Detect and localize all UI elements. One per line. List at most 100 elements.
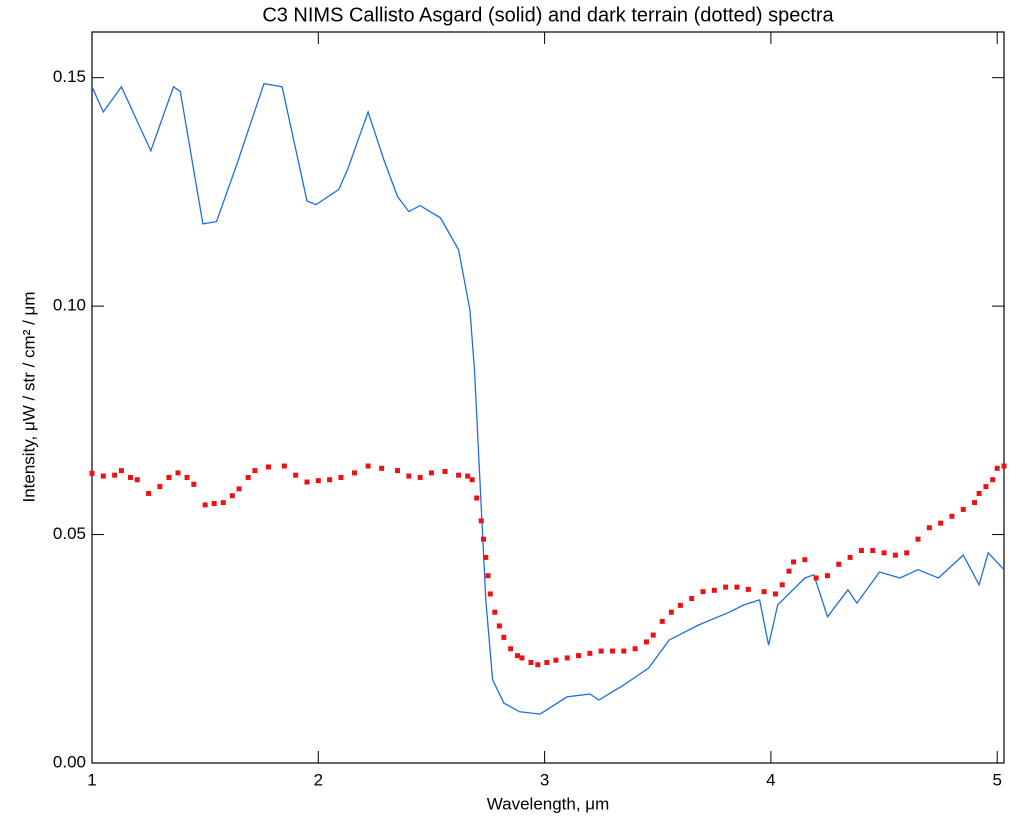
data-point xyxy=(465,473,471,479)
plot-frame xyxy=(91,31,1005,764)
x-axis-label: Wavelength, μm xyxy=(487,794,610,813)
data-point xyxy=(791,559,797,565)
data-point xyxy=(395,468,401,474)
data-point xyxy=(711,587,717,593)
data-point xyxy=(118,468,124,474)
data-point xyxy=(478,518,484,524)
data-point xyxy=(266,464,272,470)
data-point xyxy=(576,653,582,659)
data-point xyxy=(252,468,258,474)
data-point xyxy=(938,520,944,526)
data-point xyxy=(564,655,570,661)
x-tick-label: 1 xyxy=(87,770,96,789)
data-point xyxy=(700,589,706,595)
data-point xyxy=(598,648,604,654)
data-point xyxy=(146,490,152,496)
data-point xyxy=(858,548,864,554)
data-point xyxy=(191,481,197,487)
data-point xyxy=(668,609,674,615)
data-point xyxy=(761,589,767,595)
data-point xyxy=(976,490,982,496)
data-point xyxy=(514,653,520,659)
data-point xyxy=(528,659,534,665)
data-point xyxy=(315,478,321,484)
data-point xyxy=(813,575,819,581)
x-tick-label: 4 xyxy=(766,770,775,789)
data-point xyxy=(847,554,853,560)
data-point xyxy=(723,584,729,590)
data-point xyxy=(779,582,785,588)
data-point xyxy=(481,536,487,542)
data-point xyxy=(184,474,190,480)
data-point xyxy=(535,662,541,668)
data-point xyxy=(352,470,358,476)
chart-title: C3 NIMS Callisto Asgard (solid) and dark… xyxy=(262,4,834,26)
data-point xyxy=(175,470,181,476)
data-point xyxy=(281,463,287,469)
data-point xyxy=(870,548,876,554)
data-point xyxy=(220,500,226,506)
data-point xyxy=(338,474,344,480)
data-point xyxy=(469,477,475,483)
data-point xyxy=(157,484,163,490)
data-point xyxy=(304,479,310,485)
data-point xyxy=(745,586,751,592)
data-point xyxy=(772,591,778,597)
data-point xyxy=(134,477,140,483)
data-point xyxy=(327,477,333,483)
data-point xyxy=(293,472,299,478)
data-point xyxy=(802,557,808,563)
data-point xyxy=(1001,463,1007,469)
data-point xyxy=(379,465,385,471)
data-point xyxy=(904,550,910,556)
data-point xyxy=(442,469,448,475)
data-point xyxy=(926,525,932,531)
data-point xyxy=(960,506,966,512)
data-point xyxy=(972,500,978,506)
data-point xyxy=(100,473,106,479)
data-point xyxy=(485,573,491,579)
data-point xyxy=(786,568,792,574)
data-point xyxy=(474,495,480,501)
data-point xyxy=(881,550,887,556)
data-point xyxy=(544,659,550,665)
data-point xyxy=(689,596,695,602)
data-point xyxy=(983,484,989,490)
data-point xyxy=(428,470,434,476)
data-point xyxy=(417,474,423,480)
data-point xyxy=(643,639,649,645)
data-point xyxy=(677,602,683,608)
data-point xyxy=(650,632,656,638)
data-point xyxy=(487,591,493,597)
y-tick-label: 0.00 xyxy=(53,752,86,771)
data-point xyxy=(836,561,842,567)
data-point xyxy=(553,657,559,663)
data-point xyxy=(365,463,371,469)
data-point xyxy=(508,646,514,652)
data-point xyxy=(632,646,638,652)
data-point xyxy=(621,648,627,654)
spectrum-line xyxy=(91,82,1005,715)
data-point xyxy=(659,618,665,624)
data-point xyxy=(127,474,133,480)
data-point xyxy=(990,477,996,483)
x-tick-label: 2 xyxy=(314,770,323,789)
data-point xyxy=(202,502,208,508)
x-tick-label: 3 xyxy=(540,770,549,789)
y-axis-label: Intensity, μW / str / cm² / μm xyxy=(19,291,38,502)
data-point xyxy=(112,472,118,478)
data-point xyxy=(587,650,593,656)
data-point xyxy=(824,573,830,579)
data-point xyxy=(501,634,507,640)
data-point xyxy=(519,655,525,661)
y-tick-label: 0.15 xyxy=(53,67,86,86)
data-point xyxy=(734,584,740,590)
data-point xyxy=(211,500,217,506)
data-point xyxy=(496,623,502,629)
y-tick-label: 0.05 xyxy=(53,524,86,543)
data-point xyxy=(456,472,462,478)
data-point xyxy=(915,536,921,542)
data-point xyxy=(892,552,898,558)
data-point xyxy=(994,465,1000,471)
